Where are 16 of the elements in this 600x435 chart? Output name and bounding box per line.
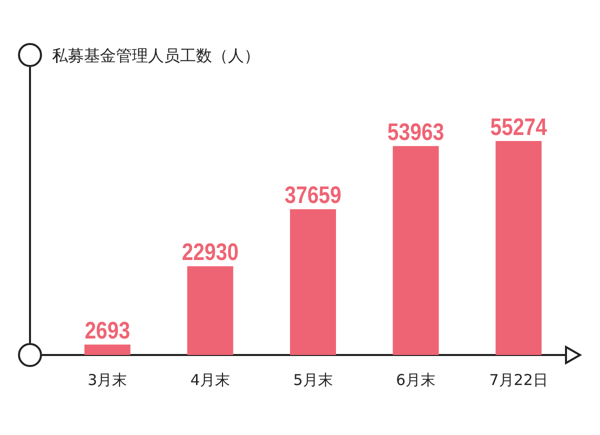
y-axis-title: 私募基金管理人员工数（人） xyxy=(52,46,260,65)
bar xyxy=(290,209,336,355)
bar xyxy=(392,146,439,355)
bar xyxy=(84,344,130,355)
x-tick-label: 5月末 xyxy=(293,371,333,389)
x-tick-label: 6月末 xyxy=(396,371,436,389)
x-tick-label: 7月22日 xyxy=(489,371,548,389)
data-label: 55274 xyxy=(490,113,548,140)
bar xyxy=(496,141,542,355)
x-tick-label: 4月末 xyxy=(190,371,230,389)
data-label: 2693 xyxy=(84,317,130,344)
x-tick-label: 3月末 xyxy=(88,371,128,389)
bar xyxy=(187,266,234,355)
data-label: 53963 xyxy=(387,118,444,146)
data-label: 37659 xyxy=(284,182,342,209)
data-label: 22930 xyxy=(182,238,239,266)
